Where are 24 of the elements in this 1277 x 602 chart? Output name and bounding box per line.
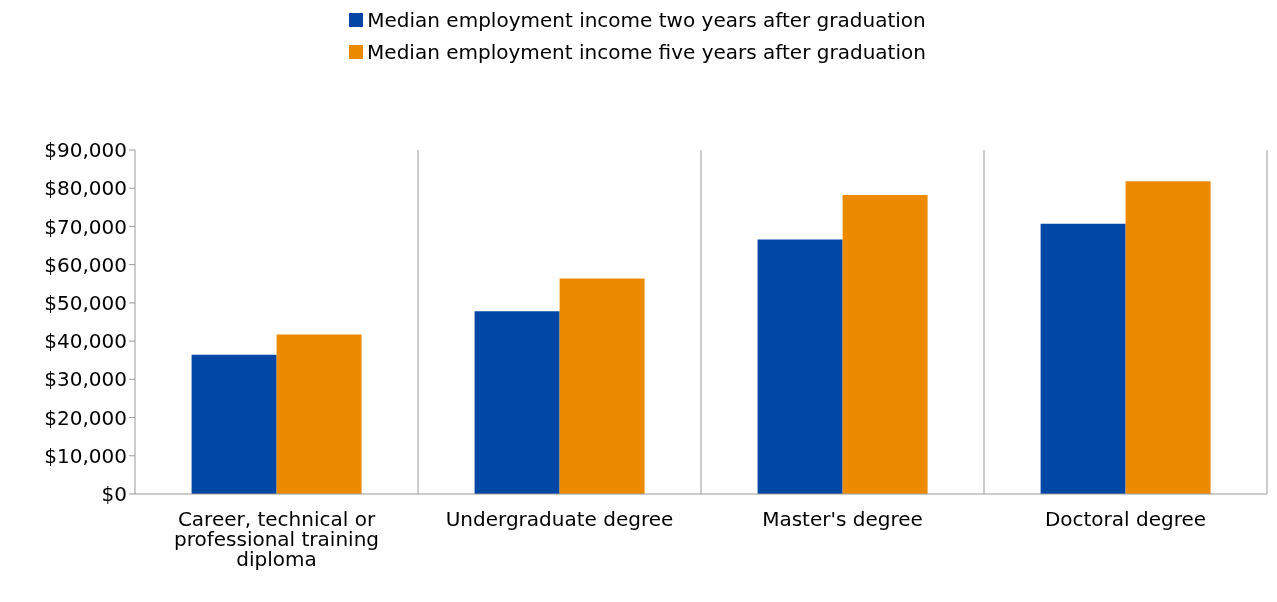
y-tick-label: $20,000 [44, 405, 127, 430]
y-tick-label: $40,000 [44, 329, 127, 354]
y-tick-label: $10,000 [44, 443, 127, 468]
bar [757, 239, 843, 494]
legend-label: Median employment income five years after graduation [367, 40, 926, 64]
y-tick-label: $60,000 [44, 252, 127, 277]
y-tick-label: $70,000 [44, 214, 127, 239]
y-tick-label: $80,000 [44, 176, 127, 201]
bar [559, 278, 645, 494]
x-tick-label: Doctoral degree [1044, 507, 1207, 532]
y-tick-label: $90,000 [44, 138, 127, 163]
bar [276, 334, 362, 494]
x-tick-label: Master's degree [762, 507, 923, 532]
legend-label: Median employment income two years after graduation [367, 8, 926, 32]
bar [1125, 181, 1211, 494]
bar [474, 311, 560, 494]
bar [1040, 223, 1126, 494]
bar [191, 354, 277, 494]
y-tick-label: $0 [101, 482, 127, 507]
x-tick-label: Career, technical or professional training diploma [173, 507, 380, 572]
y-tick-label: $30,000 [44, 367, 127, 392]
bar [842, 195, 928, 494]
y-tick-label: $50,000 [44, 290, 127, 315]
x-tick-label: Undergraduate degree [445, 507, 674, 532]
